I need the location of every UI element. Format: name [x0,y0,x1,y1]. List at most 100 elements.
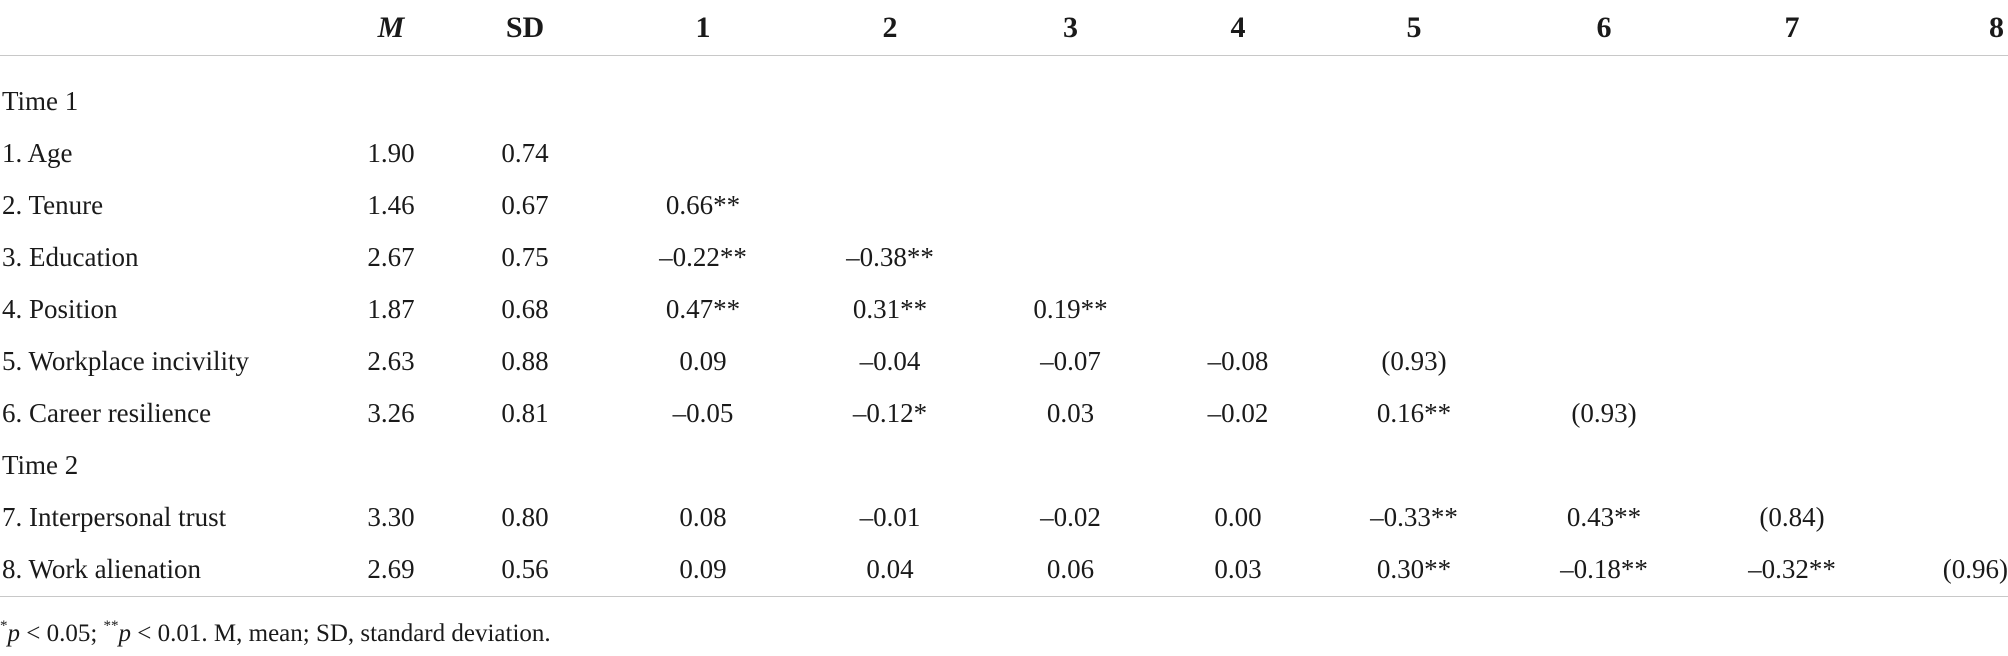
corr-cell: –0.07 [1040,346,1101,376]
corr-cell [1703,128,1881,180]
corr-cell: 0.03 [1046,398,1095,428]
mean-cell: 1.87 [367,294,415,324]
corr-cell: –0.33** [1370,502,1458,532]
corr-cell [1703,284,1881,336]
corr-cell [1505,284,1703,336]
variable-label: 2. Tenure [2,190,104,220]
corr-cell [1323,284,1505,336]
corr-cell [988,128,1153,180]
corr-cell: 0.08 [679,502,727,532]
corr-cell [1323,232,1505,284]
corr-cell: 0.43** [1566,502,1642,532]
corr-cell: –0.01 [859,502,921,532]
table-row: 6. Career resilience 3.26 0.81 –0.05 –0.… [0,388,2008,440]
header-col-2: 2 [792,0,988,56]
sd-cell: 0.56 [436,543,614,597]
variable-label: 6. Career resilience [2,398,212,428]
corr-cell: –0.04 [859,346,921,376]
section-label: Time 2 [2,450,79,480]
variable-label: 5. Workplace incivility [2,346,250,376]
sd-cell: 0.67 [501,190,549,220]
section-row: Time 1 [0,76,2008,128]
corr-cell: –0.08 [1207,346,1269,376]
variable-label: 8. Work alienation [0,543,346,597]
section-label: Time 1 [2,86,79,116]
table-row: 4. Position 1.87 0.68 0.47** 0.31** 0.19… [0,284,2008,336]
correlation-table-container: M SD 1 2 3 4 5 6 7 8 Time 1 1. Age 1.90 … [0,0,2008,597]
mean-cell: 1.90 [367,138,415,168]
mean-cell: 2.69 [346,543,436,597]
mean-cell: 2.63 [367,346,415,376]
variable-label: 1. Age [2,138,73,168]
header-col-7: 7 [1703,0,1881,56]
corr-cell [1703,336,1881,388]
corr-cell: –0.02 [1207,398,1269,428]
sd-cell: 0.74 [501,138,549,168]
sd-cell: 0.88 [501,346,549,376]
corr-cell: (0.93) [1571,398,1637,428]
footnote-text-1: < 0.05; [20,620,104,647]
table-row: 5. Workplace incivility 2.63 0.88 0.09 –… [0,336,2008,388]
table-header: M SD 1 2 3 4 5 6 7 8 [0,0,2008,56]
header-col-4: 4 [1153,0,1323,56]
corr-cell [1153,128,1323,180]
sd-cell: 0.80 [501,502,549,532]
header-col-1: 1 [614,0,792,56]
corr-cell: 0.09 [679,346,727,376]
corr-cell [1703,388,1881,440]
corr-cell [1505,128,1703,180]
header-col-5: 5 [1323,0,1505,56]
variable-label: 3. Education [2,242,139,272]
corr-cell: –0.38** [846,242,934,272]
corr-cell [1881,336,2008,388]
corr-cell: 0.16** [1376,398,1452,428]
corr-cell [1881,128,2008,180]
table-row: 2. Tenure 1.46 0.67 0.66** [0,180,2008,232]
corr-cell: (0.96) [1881,543,2008,597]
table-row: 7. Interpersonal trust 3.30 0.80 0.08 –0… [0,492,2008,544]
corr-cell [1881,232,2008,284]
table-row: 3. Education 2.67 0.75 –0.22** –0.38** [0,232,2008,284]
correlation-table: M SD 1 2 3 4 5 6 7 8 Time 1 1. Age 1.90 … [0,0,2008,597]
corr-cell [792,180,988,232]
corr-cell [792,128,988,180]
corr-cell [1505,232,1703,284]
sd-cell: 0.68 [501,294,549,324]
variable-label: 7. Interpersonal trust [2,502,227,532]
footnote-star-double: ** [103,618,119,634]
corr-cell: 0.47** [665,294,741,324]
corr-cell: (0.84) [1759,502,1825,532]
corr-cell: –0.02 [1040,502,1101,532]
top-spacer [0,56,2008,76]
corr-cell [1881,180,2008,232]
mean-cell: 3.30 [367,502,415,532]
footnote-p-symbol: p [7,620,21,647]
table-footnote: *p < 0.05; **p < 0.01. M, mean; SD, stan… [0,618,551,648]
corr-cell: –0.12* [852,398,928,428]
corr-cell [1703,232,1881,284]
corr-cell [1881,284,2008,336]
corr-cell [1153,232,1323,284]
corr-cell [988,232,1153,284]
corr-cell: –0.05 [672,398,734,428]
mean-cell: 1.46 [367,190,415,220]
corr-cell: 0.03 [1153,543,1323,597]
variable-label: 4. Position [2,294,118,324]
corr-cell [1153,180,1323,232]
corr-cell: 0.06 [988,543,1153,597]
corr-cell [1505,180,1703,232]
corr-cell [1881,388,2008,440]
section-row: Time 2 [0,440,2008,492]
corr-cell [1703,180,1881,232]
mean-cell: 3.26 [367,398,415,428]
corr-cell: 0.66** [665,190,741,220]
corr-cell [1153,284,1323,336]
corr-cell [1881,492,2008,544]
corr-cell: 0.04 [792,543,988,597]
sd-cell: 0.75 [501,242,549,272]
table-row: 1. Age 1.90 0.74 [0,128,2008,180]
mean-cell: 2.67 [367,242,415,272]
corr-cell: (0.93) [1381,346,1447,376]
header-sd: SD [436,0,614,56]
table-body: Time 1 1. Age 1.90 0.74 2. Tenure 1.46 0… [0,56,2008,597]
